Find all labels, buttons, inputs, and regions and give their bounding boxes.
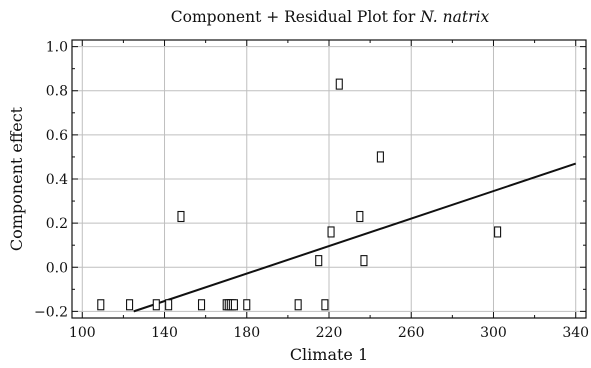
data-point (243, 299, 251, 311)
data-point (315, 255, 323, 267)
data-point (294, 299, 302, 311)
y-tick-label: 0.8 (46, 84, 68, 100)
y-tick-label: −0.2 (34, 304, 68, 320)
data-point (230, 299, 238, 311)
data-point (335, 78, 343, 90)
fit-line-layer (133, 162, 577, 313)
x-axis-label: Climate 1 (290, 345, 368, 364)
x-tick-label: 220 (316, 325, 343, 341)
x-tick-label: 100 (69, 325, 96, 341)
data-point (356, 210, 364, 223)
x-tick-label: 340 (562, 325, 589, 341)
chart-title: Component + Residual Plot for N. natrix (70, 8, 590, 26)
x-tick-label: 260 (398, 325, 425, 341)
x-tick-labels: 100 140 180 220 260 300 340 (69, 325, 589, 341)
data-point (177, 210, 185, 223)
y-tick-label: 0.4 (46, 172, 68, 188)
chart-title-text: Component + Residual Plot for (170, 8, 421, 26)
y-tick-label: 0.6 (46, 128, 68, 144)
chart-title-species: N. natrix (420, 8, 490, 26)
data-point (494, 226, 502, 238)
data-point (360, 255, 368, 267)
data-point (152, 299, 160, 311)
y-tick-labels: −0.2 0.0 0.2 0.4 0.6 0.8 1.0 (34, 40, 68, 321)
data-point (197, 299, 206, 311)
data-point (376, 151, 384, 163)
y-tick-label: 0.2 (46, 216, 68, 232)
scatter-points (97, 78, 502, 311)
data-point (126, 299, 134, 311)
data-point (165, 299, 173, 311)
data-point (327, 226, 335, 238)
y-axis-label: Component effect (7, 106, 26, 251)
x-tick-label: 140 (151, 325, 178, 341)
y-tick-label: 0.0 (46, 260, 68, 276)
x-tick-label: 180 (233, 325, 260, 341)
axis-ticks (72, 40, 586, 318)
y-tick-label: 1.0 (46, 40, 68, 56)
fit-line (133, 162, 577, 313)
grid-lines (72, 40, 586, 318)
data-point (321, 299, 329, 311)
data-point (97, 299, 105, 311)
x-tick-label: 300 (480, 325, 507, 341)
